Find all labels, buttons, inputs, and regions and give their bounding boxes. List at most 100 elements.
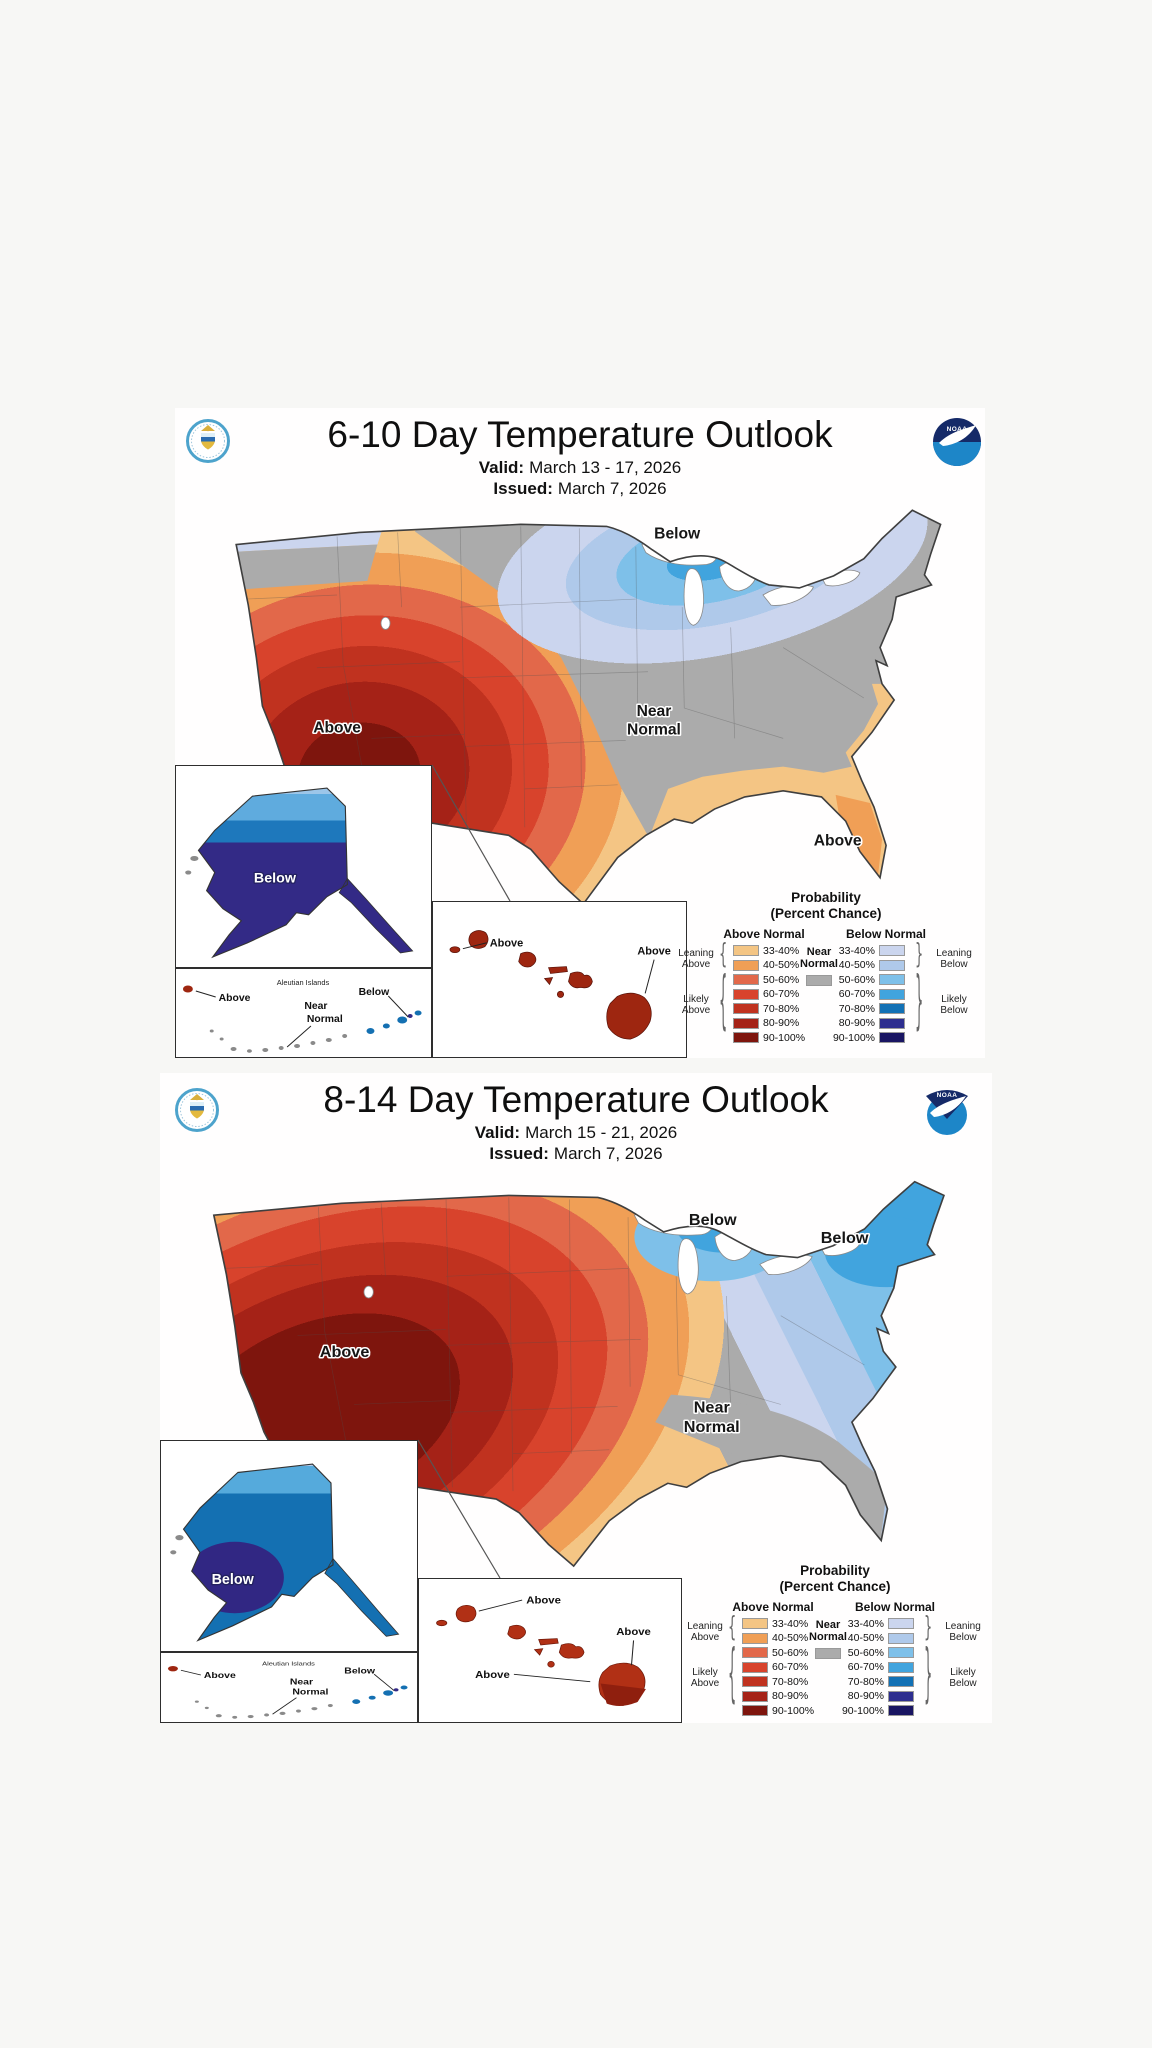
map-label-below: Below bbox=[654, 525, 701, 542]
map-label-above: Above bbox=[313, 719, 361, 736]
legend-subtitle: (Percent Chance) bbox=[779, 1579, 891, 1594]
map-label-florida-above: Above bbox=[814, 832, 862, 849]
legend-subtitle: (Percent Chance) bbox=[770, 906, 882, 921]
legend-title: Probability bbox=[791, 890, 861, 905]
valid-dates: Valid: March 15 - 21, 2026 bbox=[160, 1123, 992, 1143]
dept-of-commerce-seal-icon bbox=[175, 1088, 219, 1132]
legend-row: 60-70% bbox=[840, 1661, 914, 1674]
legend-swatch bbox=[888, 1647, 914, 1658]
aleutian-label-above: Above bbox=[219, 993, 251, 1004]
noaa-logo-text: NOAA bbox=[947, 426, 968, 433]
map-label-above: Above bbox=[320, 1345, 370, 1361]
legend-swatch bbox=[879, 974, 905, 985]
probability-legend: Probability (Percent Chance) Above Norma… bbox=[684, 1563, 986, 1723]
legend-brace bbox=[915, 942, 923, 969]
legend-row: 40-50% bbox=[733, 959, 799, 972]
legend-row: 50-60% bbox=[831, 973, 905, 986]
legend-above-header: Above Normal bbox=[732, 1600, 814, 1614]
legend-swatch-near bbox=[815, 1648, 841, 1659]
legend-above-header: Above Normal bbox=[723, 927, 805, 941]
map-label-near: Near bbox=[637, 703, 672, 720]
legend-likely-above: Likely Above bbox=[681, 994, 711, 1016]
legend-row: 40-50% bbox=[831, 959, 905, 972]
legend-row: 90-100% bbox=[831, 1031, 905, 1044]
legend-brace bbox=[719, 942, 727, 969]
aleutian-islands-map: Above Aleutian Islands Near Normal Below bbox=[182, 978, 422, 1053]
alaska-inset: Below bbox=[160, 1440, 418, 1652]
legend-swatch bbox=[888, 1661, 914, 1673]
legend-row: 80-90% bbox=[840, 1690, 914, 1703]
dept-of-commerce-seal-icon bbox=[186, 419, 230, 463]
alaska-label-below: Below bbox=[212, 1572, 255, 1588]
legend-swatch bbox=[879, 1017, 905, 1029]
legend-row: 60-70% bbox=[733, 988, 799, 1001]
legend-swatch bbox=[733, 945, 759, 956]
legend-below-header: Below Normal bbox=[854, 1600, 935, 1614]
legend-row: 40-50% bbox=[840, 1632, 914, 1645]
legend-row: 70-80% bbox=[733, 1002, 799, 1015]
legend-brace bbox=[719, 972, 727, 1036]
aleutian-label-above: Above bbox=[204, 1670, 236, 1680]
legend-likely-below: Likely Below bbox=[949, 1667, 977, 1689]
aleutian-label-below: Below bbox=[359, 987, 390, 998]
legend-row: 33-40% bbox=[742, 1617, 808, 1630]
legend-row: 80-90% bbox=[733, 1017, 799, 1030]
valid-dates: Valid: March 13 - 17, 2026 bbox=[175, 458, 985, 478]
issued-value: March 7, 2026 bbox=[553, 1144, 663, 1163]
legend-brace bbox=[728, 1615, 736, 1642]
legend-swatch bbox=[879, 1003, 905, 1014]
issued-date: Issued: March 7, 2026 bbox=[175, 479, 985, 499]
legend-swatch bbox=[742, 1705, 768, 1716]
legend-row: 33-40% bbox=[733, 944, 799, 957]
legend-row: 60-70% bbox=[831, 988, 905, 1001]
legend-row: 50-60% bbox=[840, 1646, 914, 1659]
aleutian-islands-map: Above Aleutian Islands Near Normal Below bbox=[167, 1661, 408, 1719]
map-label-below-2: Below bbox=[821, 1230, 870, 1246]
aleutian-label-below: Below bbox=[344, 1666, 376, 1676]
map-label-near: Near bbox=[694, 1400, 730, 1416]
aleutian-label-near: Near bbox=[290, 1676, 314, 1686]
legend-swatch bbox=[879, 959, 905, 971]
outlook-panel-8-14-day: 8-14 Day Temperature Outlook Valid: March… bbox=[160, 1073, 992, 1723]
aleutian-label-near: Near bbox=[304, 1001, 327, 1012]
legend-brace bbox=[924, 1615, 932, 1642]
legend-swatch-near bbox=[806, 975, 832, 986]
map-label-normal: Normal bbox=[627, 721, 681, 738]
legend-title: Probability bbox=[800, 1563, 870, 1578]
issued-date: Issued: March 7, 2026 bbox=[160, 1144, 992, 1164]
aleutian-label-normal: Normal bbox=[307, 1014, 343, 1025]
legend-swatch bbox=[888, 1618, 914, 1629]
legend-swatch bbox=[733, 959, 759, 971]
issued-label: Issued: bbox=[489, 1144, 549, 1163]
hawaii-label-above-2: Above bbox=[637, 946, 670, 958]
legend-swatch bbox=[733, 974, 759, 985]
legend-below-header: Below Normal bbox=[845, 927, 926, 941]
map-label-normal: Normal bbox=[684, 1419, 740, 1435]
legend-swatch bbox=[733, 1017, 759, 1029]
hawaii-inset: Above Above bbox=[432, 901, 687, 1058]
valid-label: Valid: bbox=[478, 458, 525, 477]
legend-near-normal: Near Normal bbox=[791, 946, 847, 989]
florida-above-region bbox=[835, 794, 883, 876]
page-title: 6-10 Day Temperature Outlook bbox=[327, 414, 833, 455]
legend-swatch bbox=[742, 1661, 768, 1673]
valid-value: March 15 - 21, 2026 bbox=[525, 1123, 678, 1142]
legend-leaning-above: Leaning Above bbox=[678, 948, 714, 970]
noaa-logo-icon: NOAA bbox=[933, 418, 981, 466]
legend-swatch bbox=[733, 1032, 759, 1043]
southeast-coastal-above-band bbox=[649, 683, 895, 878]
legend-leaning-above: Leaning Above bbox=[687, 1621, 723, 1643]
legend-swatch bbox=[888, 1705, 914, 1716]
aleutian-islands-inset: Above Aleutian Islands Near Normal Below bbox=[175, 968, 432, 1058]
legend-swatch bbox=[879, 988, 905, 1000]
legend-row: 90-100% bbox=[742, 1704, 814, 1717]
alaska-map: Below bbox=[185, 787, 414, 958]
outlook-panel-6-10-day: 6-10 Day Temperature Outlook Valid: March… bbox=[175, 408, 985, 1058]
page-title: 8-14 Day Temperature Outlook bbox=[323, 1079, 829, 1120]
legend-row: 80-90% bbox=[831, 1017, 905, 1030]
hawaiian-islands bbox=[449, 930, 652, 1040]
legend-row: 40-50% bbox=[742, 1632, 808, 1645]
aleutian-islands-inset: Above Aleutian Islands Near Normal Below bbox=[160, 1652, 418, 1723]
legend-row: 70-80% bbox=[831, 1002, 905, 1015]
legend-near-normal: Near Normal bbox=[800, 1619, 856, 1662]
